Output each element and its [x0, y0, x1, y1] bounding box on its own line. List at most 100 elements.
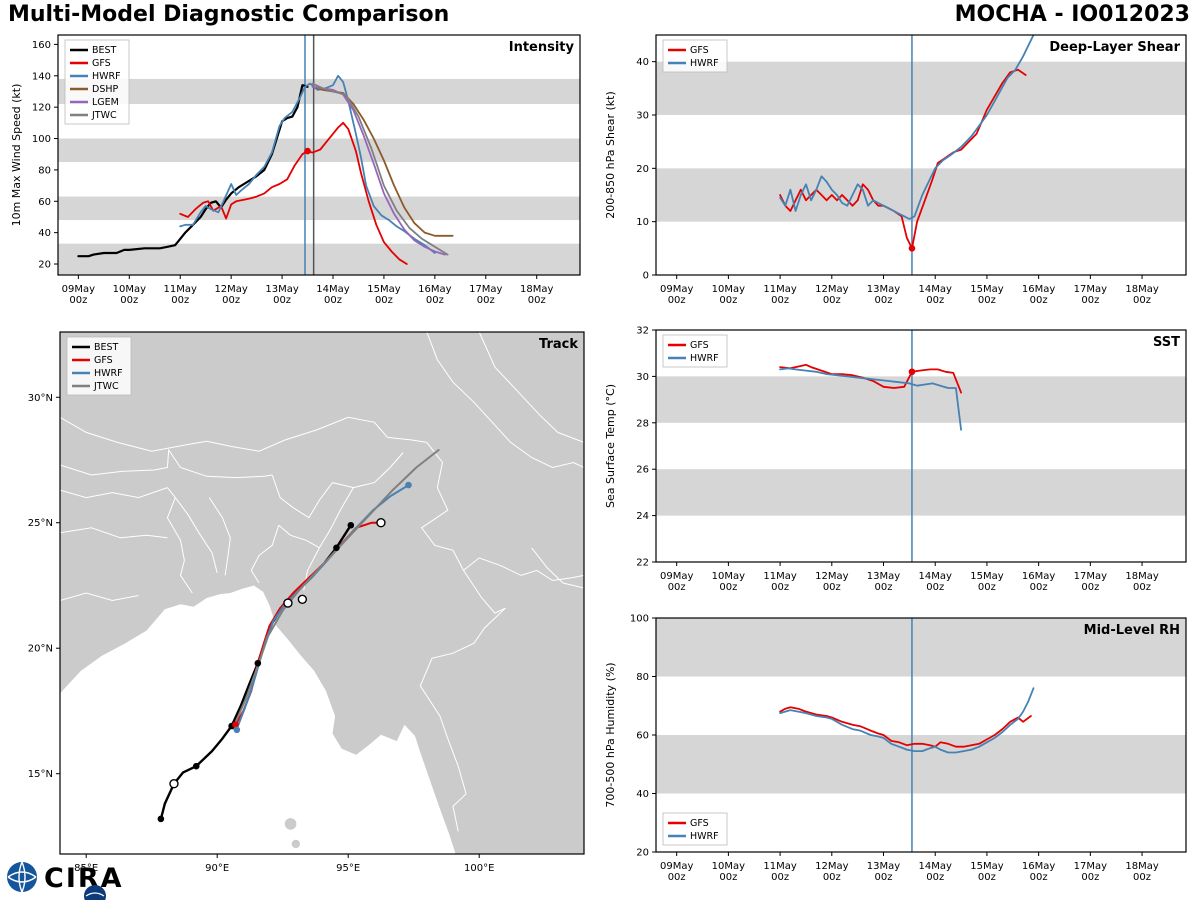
x-tick-sublabel: 00z — [1133, 582, 1151, 593]
admin-border — [208, 497, 231, 576]
x-tick-sublabel: 00z — [1030, 582, 1048, 593]
admin-border — [419, 607, 506, 832]
cira-emblem-icon — [84, 885, 106, 904]
legend-label: HWRF — [690, 831, 719, 842]
intensity-series-jtwc — [311, 82, 449, 256]
track-plot-area — [60, 332, 584, 854]
legend-label: GFS — [690, 340, 709, 351]
x-tick-label: 09May — [660, 861, 693, 872]
y-tick-label: 20°N — [28, 644, 53, 655]
shaded-band — [656, 168, 1186, 222]
x-tick-label: 18May — [1125, 571, 1158, 582]
track-point — [304, 147, 311, 155]
x-tick-label: 09May — [660, 284, 693, 295]
track-point — [347, 521, 355, 529]
y-axis-label: 10m Max Wind Speed (kt) — [10, 84, 23, 227]
y-tick-label: 20 — [636, 164, 649, 175]
x-tick-sublabel: 00z — [926, 295, 944, 306]
y-tick-label: 26 — [636, 465, 649, 476]
y-tick-label: 60 — [636, 731, 649, 742]
x-tick-label: 14May — [919, 571, 952, 582]
admin-border — [420, 442, 506, 614]
panel-title: Intensity — [509, 40, 575, 55]
landmass — [60, 332, 584, 854]
x-tick-label: 14May — [919, 284, 952, 295]
track-point — [232, 721, 239, 729]
track-point — [908, 245, 916, 252]
intensity-plot-area — [58, 35, 580, 275]
x-tick-label: 18May — [520, 284, 553, 295]
x-tick-label: 09May — [62, 284, 95, 295]
x-tick-label: 15May — [970, 571, 1003, 582]
y-tick-label: 32 — [636, 326, 649, 337]
x-tick-label: 14May — [316, 284, 349, 295]
x-tick-sublabel: 00z — [823, 295, 841, 306]
x-tick-label: 12May — [815, 571, 848, 582]
x-tick-label: 13May — [867, 284, 900, 295]
y-tick-label: 40 — [38, 228, 51, 239]
x-tick-sublabel: 00z — [978, 872, 996, 883]
panel-title: SST — [1153, 335, 1180, 350]
legend-label: LGEM — [92, 97, 119, 108]
x-tick-sublabel: 00z — [324, 295, 342, 306]
track-point — [233, 726, 241, 734]
legend-label: HWRF — [690, 353, 719, 364]
x-tick-sublabel: 00z — [875, 872, 893, 883]
track-point-open — [297, 594, 308, 604]
x-tick-sublabel: 00z — [823, 582, 841, 593]
admin-border — [426, 332, 584, 469]
rh-plot-area — [656, 618, 1186, 852]
y-tick-label: 10 — [636, 217, 649, 228]
admin-border — [250, 525, 280, 584]
x-tick-sublabel: 00z — [978, 295, 996, 306]
legend-label: JTWC — [91, 110, 117, 121]
shear-legend: GFS HWRF — [662, 39, 728, 73]
admin-border — [174, 497, 218, 574]
y-tick-label: 25°N — [28, 518, 53, 529]
x-tick-sublabel: 00z — [771, 872, 789, 883]
x-tick-sublabel: 00z — [69, 295, 87, 306]
y-tick-label: 30 — [636, 372, 649, 383]
admin-border — [60, 487, 168, 499]
x-tick-sublabel: 00z — [426, 295, 444, 306]
y-tick-label: 140 — [32, 71, 51, 82]
x-tick-label: 13May — [867, 571, 900, 582]
y-tick-label: 15°N — [28, 769, 53, 780]
y-tick-label: 24 — [636, 511, 649, 522]
track-point — [157, 815, 165, 823]
page-title: Multi-Model Diagnostic Comparison — [8, 2, 450, 27]
cira-globe-icon — [7, 862, 37, 892]
x-tick-sublabel: 00z — [719, 872, 737, 883]
shaded-band — [656, 469, 1186, 516]
x-tick-label: 16May — [418, 284, 451, 295]
x-tick-sublabel: 00z — [1133, 295, 1151, 306]
deep-layer-shear-chart: 09May 00z 10May 00z 11May 00z 12May 00z 13May 00z… — [600, 25, 1196, 321]
sst-series-hwrf — [779, 367, 963, 431]
cira-emblem-wave — [85, 892, 105, 897]
sst-plot: 09May00z10May00z11May00z12May00z13May00z… — [604, 326, 1187, 593]
x-tick-label: 10May — [712, 284, 745, 295]
x-tick-sublabel: 00z — [926, 872, 944, 883]
plot-frame — [655, 329, 1187, 563]
cira-globe-lines — [7, 861, 37, 893]
shaded-band — [656, 376, 1186, 423]
cira-logo: CIRA — [2, 856, 162, 904]
shaded-band — [656, 618, 1186, 677]
admin-border — [60, 448, 273, 479]
plot-frame — [57, 34, 581, 276]
x-tick-label: 18May — [1125, 284, 1158, 295]
track-point-open — [169, 779, 179, 789]
y-axis-label: 700-500 hPa Humidity (%) — [604, 662, 617, 807]
x-tick-label: 15May — [970, 861, 1003, 872]
sst-legend: GFS HWRF — [662, 334, 728, 368]
x-tick-label: 16May — [1022, 571, 1055, 582]
x-tick-label: 85°E — [74, 863, 98, 874]
cira-logo-text: CIRA — [44, 863, 124, 894]
island — [291, 839, 300, 849]
y-axis-label: 200-850 hPa Shear (kt) — [604, 91, 617, 219]
x-tick-label: 12May — [815, 284, 848, 295]
x-tick-label: 17May — [469, 284, 502, 295]
plot-frame — [655, 34, 1187, 276]
shear-plot: 09May00z10May00z11May00z12May00z13May00z… — [604, 34, 1187, 306]
panel-title: Track — [539, 337, 578, 352]
